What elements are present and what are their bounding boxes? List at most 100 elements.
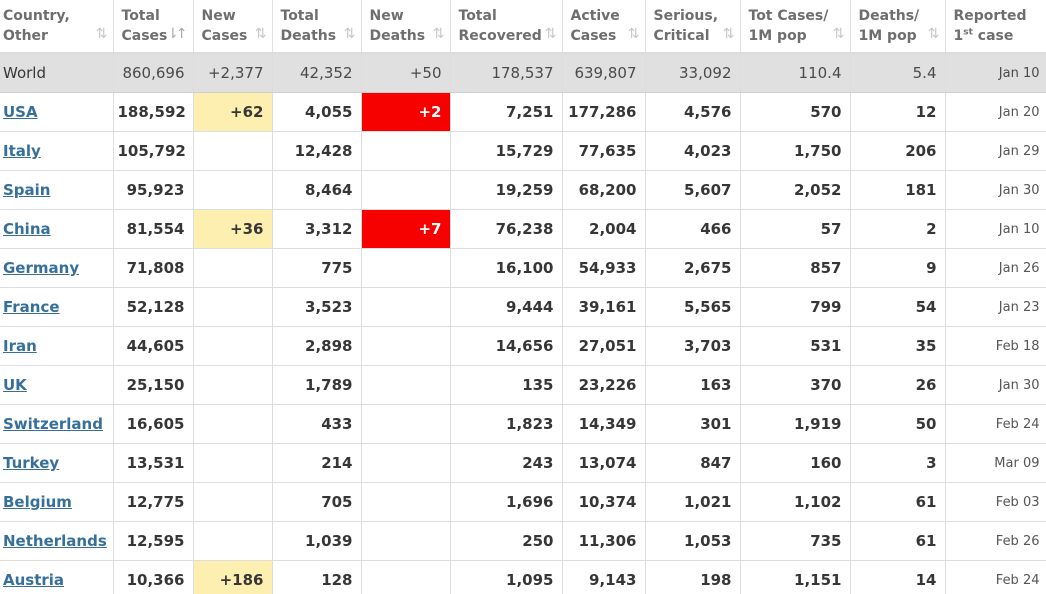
country-link[interactable]: China (3, 220, 51, 238)
sort-icon[interactable]: ⇅ (544, 26, 557, 42)
tot-cases-per-million-cell: 735 (740, 521, 851, 561)
country-link[interactable]: Spain (3, 181, 51, 199)
tot-cases-per-million-cell: 570 (740, 92, 851, 132)
header-total-deaths[interactable]: Total Deaths ⇅ (272, 0, 362, 54)
sort-icon[interactable]: ⇅ (95, 26, 108, 42)
header-label-line1: Active (570, 8, 620, 24)
first-case-cell: Jan 26 (945, 248, 1046, 288)
header-label-line1: Total (458, 8, 497, 24)
country-link[interactable]: Italy (3, 142, 41, 160)
total-deaths-cell: 705 (272, 482, 362, 522)
header-label-line2: Cases (201, 28, 248, 44)
header-label-line2: Recovered (458, 28, 542, 44)
total-deaths-cell: 2,898 (272, 326, 362, 366)
country-link[interactable]: Iran (3, 337, 37, 355)
header-total-recovered[interactable]: Total Recovered ⇅ (450, 0, 563, 54)
header-deaths-per-million[interactable]: Deaths/ 1M pop ⇅ (850, 0, 946, 54)
first-case-cell: Mar 09 (945, 443, 1046, 483)
sort-icon[interactable]: ⇅ (832, 26, 845, 42)
deaths-per-million-cell: 54 (850, 287, 946, 327)
world-total-recovered: 178,537 (450, 53, 563, 93)
country-link[interactable]: Belgium (3, 493, 72, 511)
sort-icon[interactable]: ⇅ (722, 26, 735, 42)
total-cases-cell: 188,592 (113, 92, 194, 132)
serious-critical-cell: 2,675 (645, 248, 741, 288)
sort-icon[interactable]: ⇅ (343, 26, 356, 42)
serious-critical-cell: 4,023 (645, 131, 741, 171)
header-new-cases[interactable]: New Cases ⇅ (193, 0, 273, 54)
world-active-cases: 639,807 (562, 53, 646, 93)
header-label-line1: Tot Cases/ (748, 8, 829, 24)
serious-critical-cell: 466 (645, 209, 741, 249)
new-deaths-cell (361, 365, 451, 405)
tot-cases-per-million-cell: 1,102 (740, 482, 851, 522)
new-cases-cell (193, 170, 273, 210)
header-serious-critical[interactable]: Serious, Critical ⇅ (645, 0, 741, 54)
header-new-deaths[interactable]: New Deaths ⇅ (361, 0, 451, 54)
country-link[interactable]: Turkey (3, 454, 60, 472)
table-row: China 81,554 +36 3,312 +7 76,238 2,004 466 57 2 Ja… (0, 209, 1046, 249)
world-serious-critical: 33,092 (645, 53, 741, 93)
header-label-line1: Deaths/ (858, 8, 920, 24)
new-cases-cell (193, 248, 273, 288)
new-cases-cell (193, 287, 273, 327)
new-cases-cell (193, 521, 273, 561)
total-recovered-cell: 250 (450, 521, 563, 561)
country-link[interactable]: Netherlands (3, 532, 107, 550)
world-first-case: Jan 10 (945, 53, 1046, 93)
serious-critical-cell: 4,576 (645, 92, 741, 132)
country-link[interactable]: Switzerland (3, 415, 103, 433)
sort-desc-icon[interactable]: ⇂↑ (167, 26, 188, 42)
header-label-line2: 1st case (954, 26, 1046, 46)
deaths-per-million-cell: 26 (850, 365, 946, 405)
total-deaths-cell: 214 (272, 443, 362, 483)
first-case-cell: Feb 18 (945, 326, 1046, 366)
tot-cases-per-million-cell: 2,052 (740, 170, 851, 210)
header-label-line2: Other (3, 28, 48, 44)
country-link[interactable]: UK (3, 376, 27, 394)
tot-cases-per-million-cell: 1,151 (740, 560, 851, 594)
header-total-cases[interactable]: Total Cases ⇂↑ (113, 0, 194, 54)
header-label-superscript: st (963, 27, 973, 38)
header-country[interactable]: Country, Other ⇅ (0, 0, 114, 54)
total-recovered-cell: 1,696 (450, 482, 563, 522)
first-case-cell: Feb 03 (945, 482, 1046, 522)
new-deaths-cell (361, 560, 451, 594)
country-link[interactable]: Germany (3, 259, 80, 277)
sort-icon[interactable]: ⇅ (254, 26, 267, 42)
header-label-line2: 1M pop (858, 28, 917, 44)
country-link[interactable]: Austria (3, 571, 65, 589)
country-cell: UK (0, 365, 114, 405)
first-case-cell: Jan 20 (945, 92, 1046, 132)
active-cases-cell: 14,349 (562, 404, 646, 444)
tot-cases-per-million-cell: 799 (740, 287, 851, 327)
header-active-cases[interactable]: Active Cases ⇅ (562, 0, 646, 54)
deaths-per-million-cell: 206 (850, 131, 946, 171)
total-deaths-cell: 3,312 (272, 209, 362, 249)
sort-icon[interactable]: ⇅ (627, 26, 640, 42)
first-case-cell: Jan 30 (945, 170, 1046, 210)
tot-cases-per-million-cell: 531 (740, 326, 851, 366)
header-label-line1: New (201, 8, 236, 24)
deaths-per-million-cell: 50 (850, 404, 946, 444)
total-deaths-cell: 1,039 (272, 521, 362, 561)
sort-icon[interactable]: ⇅ (927, 26, 940, 42)
total-deaths-cell: 1,789 (272, 365, 362, 405)
country-link[interactable]: France (3, 298, 60, 316)
country-cell: USA (0, 92, 114, 132)
new-deaths-cell: +7 (361, 209, 451, 249)
table-row: Austria 10,366 +186 128 1,095 9,143 198 1,151 14… (0, 560, 1046, 594)
new-deaths-cell (361, 287, 451, 327)
tot-cases-per-million-cell: 160 (740, 443, 851, 483)
sort-icon[interactable]: ⇅ (432, 26, 445, 42)
new-deaths-cell (361, 326, 451, 366)
new-cases-cell: +36 (193, 209, 273, 249)
first-case-cell: Feb 24 (945, 560, 1046, 594)
total-cases-cell: 10,366 (113, 560, 194, 594)
country-cell: Belgium (0, 482, 114, 522)
header-tot-cases-per-million[interactable]: Tot Cases/ 1M pop ⇅ (740, 0, 851, 54)
header-reported-first-case[interactable]: Reported 1st case (945, 0, 1046, 54)
country-link[interactable]: USA (3, 103, 38, 121)
serious-critical-cell: 5,607 (645, 170, 741, 210)
table-row: Netherlands 12,595 1,039 250 11,306 1,053 735 6… (0, 521, 1046, 561)
